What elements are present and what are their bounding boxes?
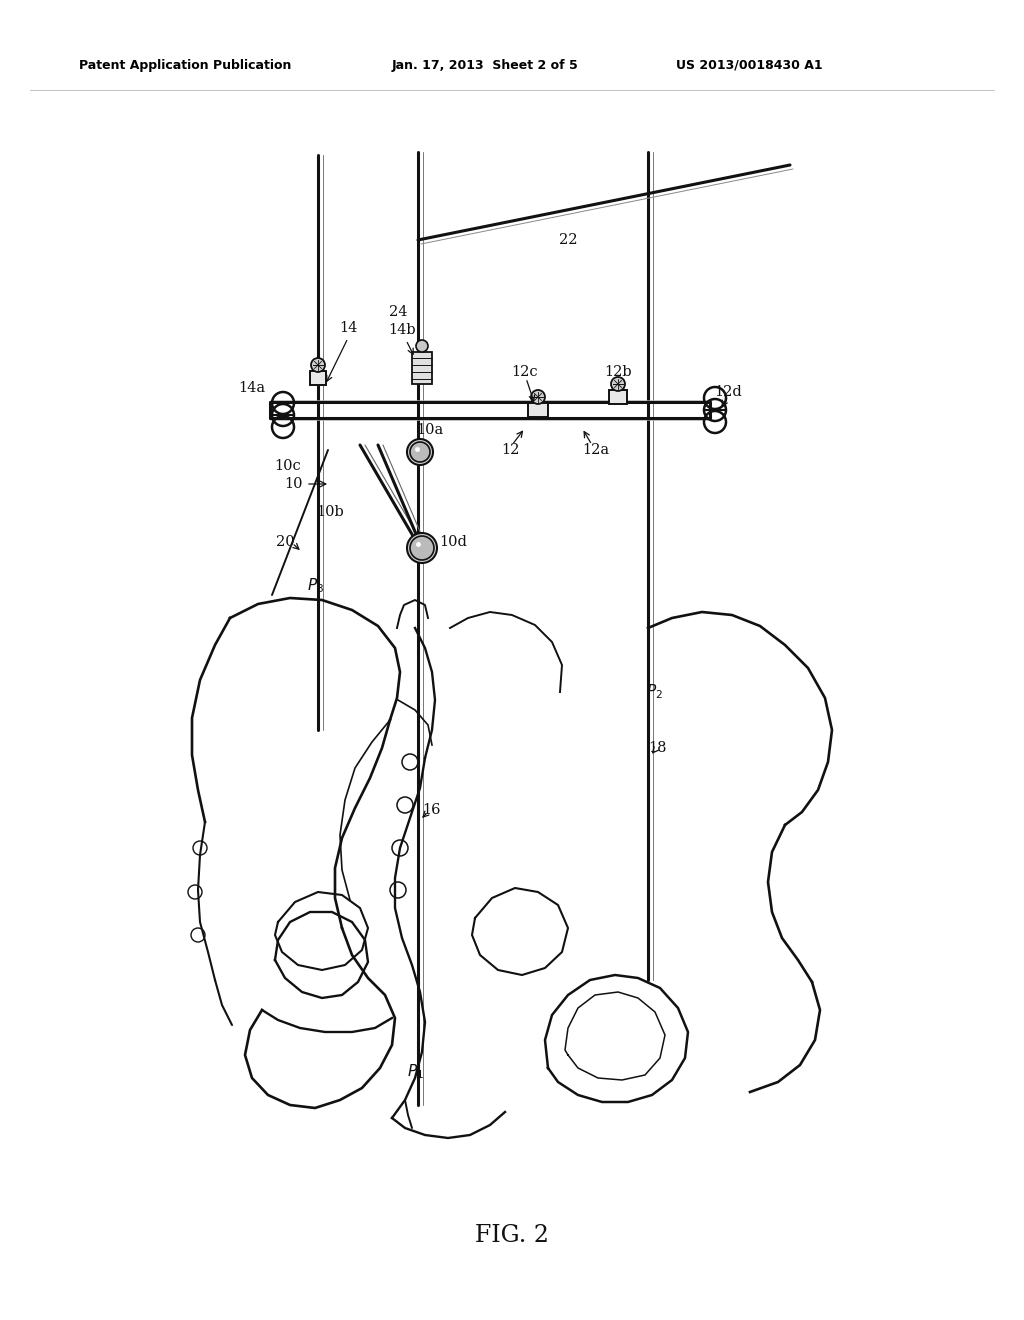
Text: 12c: 12c	[512, 366, 539, 379]
Bar	[528, 403, 548, 417]
Bar	[310, 371, 326, 385]
Text: 24: 24	[389, 305, 408, 319]
Text: $P_2$: $P_2$	[645, 682, 663, 701]
Text: FIG. 2: FIG. 2	[475, 1224, 549, 1246]
Text: 14b: 14b	[388, 323, 416, 337]
Text: $P_3$: $P_3$	[307, 577, 325, 595]
Text: 12d: 12d	[714, 385, 741, 399]
Circle shape	[311, 358, 325, 372]
Text: 22: 22	[559, 234, 578, 247]
Text: 10b: 10b	[316, 506, 344, 519]
Text: Jan. 17, 2013  Sheet 2 of 5: Jan. 17, 2013 Sheet 2 of 5	[391, 58, 578, 71]
Circle shape	[407, 533, 437, 564]
Bar	[609, 389, 627, 404]
Circle shape	[416, 341, 428, 352]
Circle shape	[407, 440, 433, 465]
Text: US 2013/0018430 A1: US 2013/0018430 A1	[676, 58, 822, 71]
Text: 10: 10	[285, 477, 303, 491]
Text: 10c: 10c	[274, 459, 301, 473]
Text: Patent Application Publication: Patent Application Publication	[79, 58, 291, 71]
Text: 12a: 12a	[583, 444, 609, 457]
Text: 12b: 12b	[604, 366, 632, 379]
Text: 20: 20	[275, 535, 294, 549]
Text: 16: 16	[423, 803, 441, 817]
Text: 18: 18	[649, 741, 668, 755]
Circle shape	[410, 442, 430, 462]
Text: 14: 14	[339, 321, 357, 335]
Text: $P_1$: $P_1$	[407, 1063, 424, 1081]
Text: 10a: 10a	[417, 422, 443, 437]
Bar	[412, 352, 432, 384]
Text: 10d: 10d	[439, 535, 467, 549]
Circle shape	[531, 389, 545, 404]
Circle shape	[410, 536, 434, 560]
Text: 14a: 14a	[239, 381, 265, 395]
Circle shape	[611, 378, 625, 391]
Text: 12: 12	[501, 444, 519, 457]
